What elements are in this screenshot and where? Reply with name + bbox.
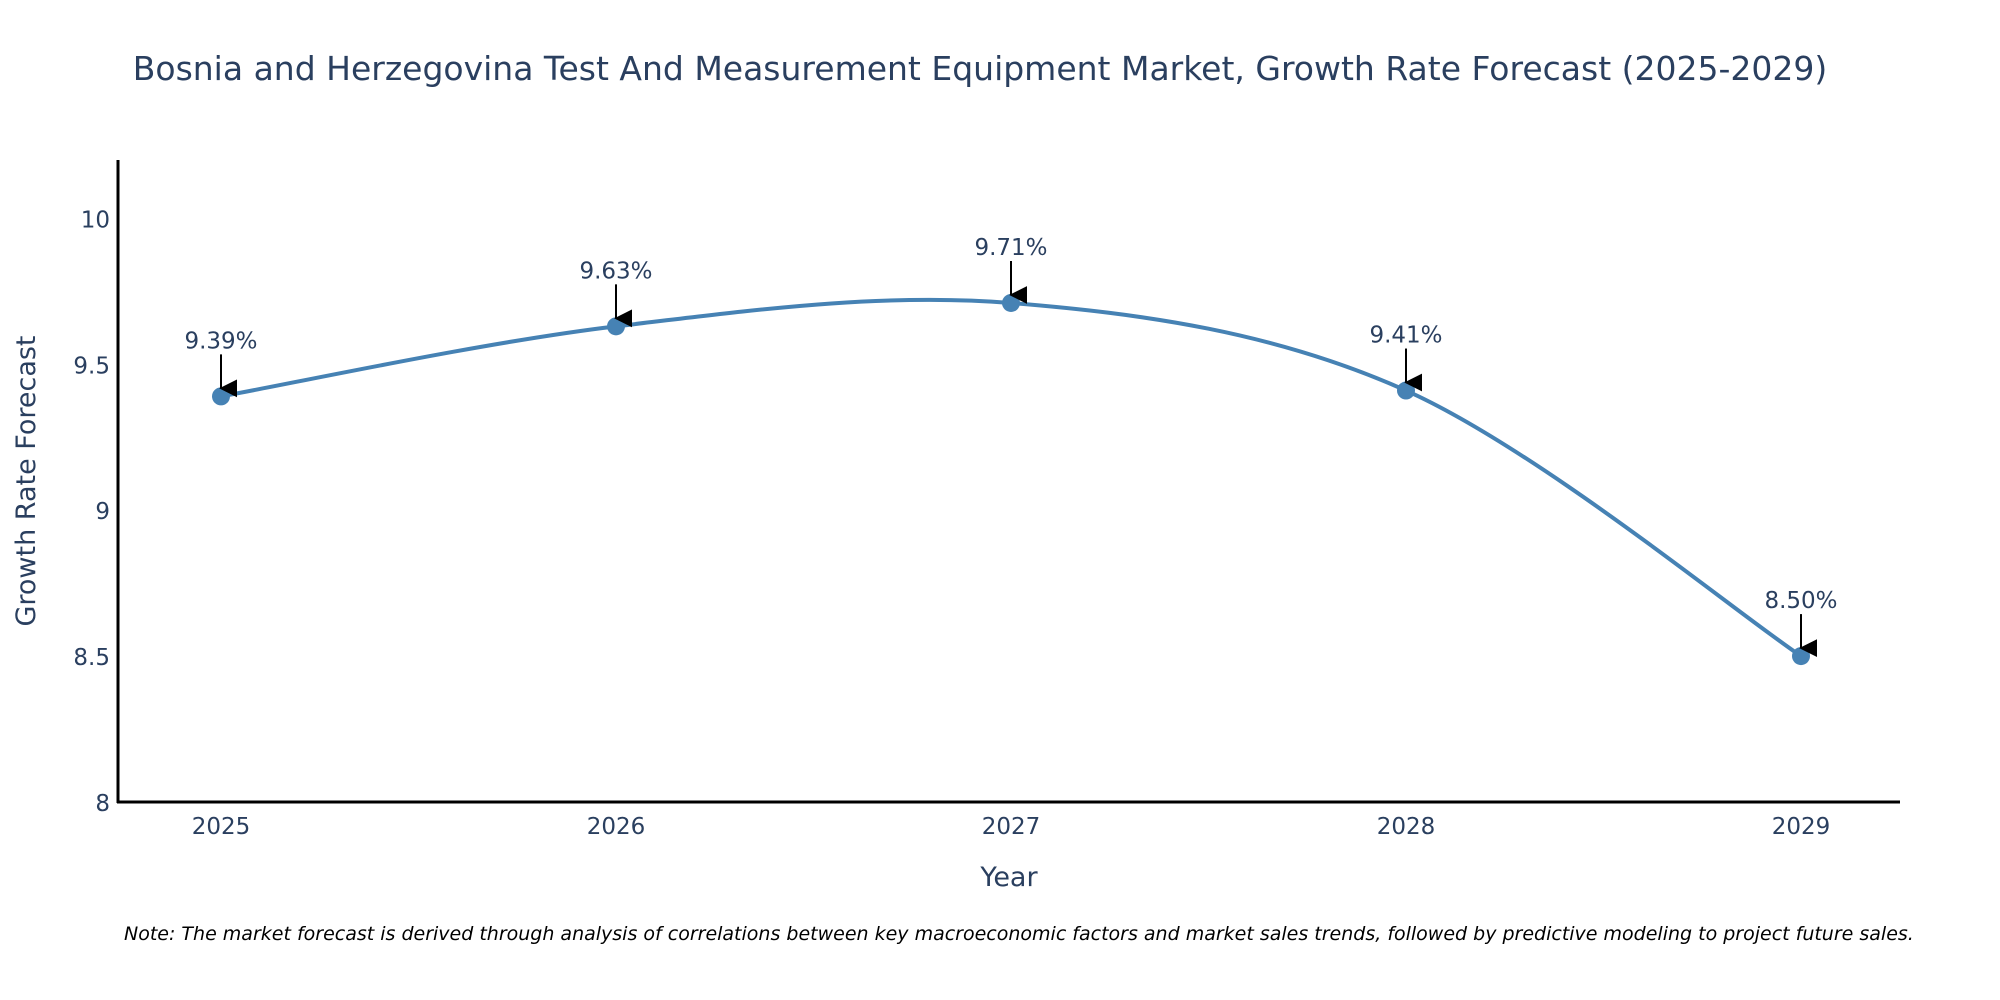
x-axis-title: Year (979, 862, 1038, 893)
chart-title: Bosnia and Herzegovina Test And Measurem… (133, 49, 1828, 88)
y-tick-label: 9.5 (73, 353, 110, 379)
x-tick-label: 2028 (1377, 814, 1436, 840)
data-label: 9.63% (579, 258, 652, 284)
x-tick-label: 2029 (1772, 814, 1831, 840)
footnote: Note: The market forecast is derived thr… (124, 923, 1914, 945)
data-label: 9.71% (974, 235, 1047, 261)
y-tick-label: 10 (81, 207, 110, 233)
data-points (212, 293, 1810, 666)
data-point-2026 (607, 317, 625, 336)
data-point-2028 (1397, 381, 1415, 400)
data-point-2025 (212, 387, 230, 406)
y-tick-label: 9 (95, 499, 110, 525)
data-point-2027 (1002, 293, 1020, 312)
data-label: 8.50% (1764, 588, 1837, 614)
x-axis-ticks: 2025 2026 2027 2028 2029 (192, 814, 1831, 840)
y-tick-label: 8 (95, 791, 110, 817)
x-tick-label: 2025 (192, 814, 251, 840)
data-annotations: 9.39% 9.63% 9.71% 9.41% 8.50% (184, 235, 1838, 658)
y-axis-title: Growth Rate Forecast (11, 335, 42, 626)
series-line (220, 297, 1803, 658)
data-label: 9.41% (1369, 323, 1442, 349)
y-tick-label: 8.5 (73, 645, 110, 671)
data-label: 9.39% (184, 328, 257, 354)
x-tick-label: 2027 (982, 814, 1041, 840)
y-axis-ticks: 8 8.5 9 9.5 10 (73, 207, 110, 817)
data-point-2029 (1792, 647, 1810, 666)
x-tick-label: 2026 (587, 814, 646, 840)
